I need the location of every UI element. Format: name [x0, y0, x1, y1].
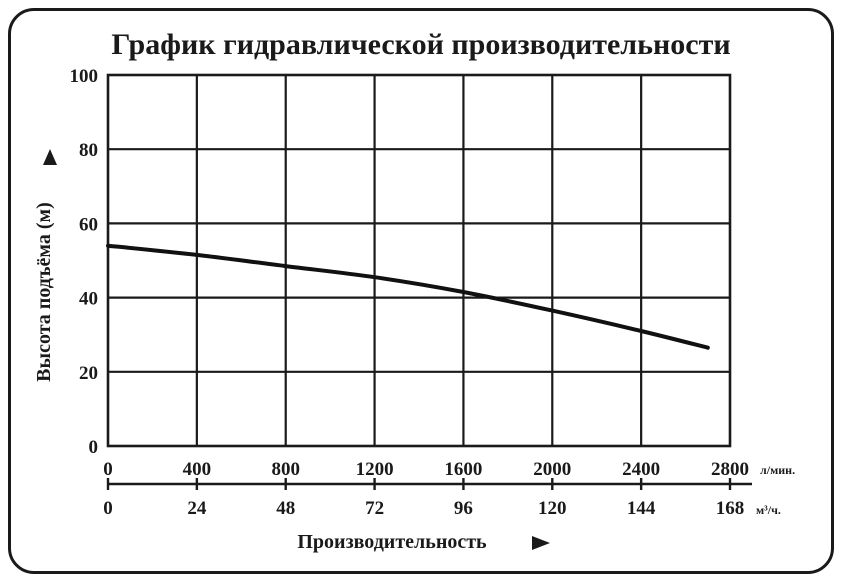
- x-tick-label-primary: 800: [271, 459, 300, 480]
- x-tick-label-primary: 2000: [533, 459, 571, 480]
- x-unit-secondary: м³/ч.: [756, 503, 781, 517]
- y-tick-label: 60: [79, 214, 98, 235]
- x-unit-primary: л/мин.: [760, 463, 795, 477]
- y-tick-label: 80: [79, 140, 98, 161]
- plot-border: [106, 73, 732, 448]
- x-tick-label-primary: 400: [183, 459, 212, 480]
- y-tick-label: 100: [70, 66, 99, 87]
- chart-frame: [8, 8, 834, 574]
- x-tick-label-secondary: 120: [538, 498, 567, 519]
- y-tick-label: 20: [79, 363, 98, 384]
- grid: [108, 75, 730, 446]
- chart-title: График гидравлической производительности: [111, 28, 730, 61]
- x-tick-label-secondary: 96: [454, 498, 473, 519]
- x-tick-label-secondary: 48: [276, 498, 295, 519]
- y-axis-label: Высота подъёма (м): [33, 202, 55, 382]
- x-tick-label-primary: 1600: [444, 459, 482, 480]
- y-tick-labels: 0 20 40 60 80 100: [70, 66, 99, 458]
- series-line: [106, 243, 710, 350]
- x-tick-label-primary: 2400: [622, 459, 660, 480]
- y-axis-arrow-icon: [43, 149, 57, 165]
- x-tick-label-primary: 0: [103, 459, 113, 480]
- x-tick-label-secondary: 168: [716, 498, 745, 519]
- x-tick-label-primary: 1200: [356, 459, 394, 480]
- x-tick-label-secondary: 72: [365, 498, 384, 519]
- x-tick-label-secondary: 0: [103, 498, 113, 519]
- x-tick-label-secondary: 144: [627, 498, 656, 519]
- y-tick-label: 0: [89, 437, 99, 458]
- x-tick-labels-secondary: 0 24 48 72 96 120 144 168: [103, 498, 744, 519]
- x-tick-labels-primary: 0 400 800 1200 1600 2000 2400 2800: [103, 459, 749, 480]
- x-axis-label: Производительность: [297, 531, 487, 553]
- x-tick-label-primary: 2800: [711, 459, 749, 480]
- x-tick-label-secondary: 24: [187, 498, 207, 519]
- secondary-scale-ticks: [106, 478, 732, 490]
- y-tick-label: 40: [79, 289, 98, 310]
- x-axis-arrow-icon: [532, 536, 550, 550]
